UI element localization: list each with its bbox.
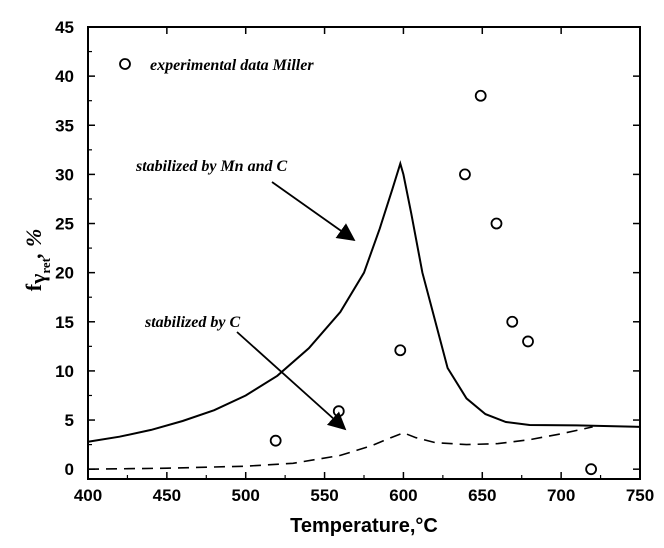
- x-tick-label: 450: [153, 486, 181, 505]
- y-axis-title-gamma: γ: [25, 274, 50, 285]
- x-tick-label: 400: [74, 486, 102, 505]
- y-tick-label: 25: [55, 215, 74, 234]
- y-axis-title-unit: , %: [21, 229, 46, 259]
- annotation-mn-c-arrow: [271, 181, 356, 242]
- data-point-marker: [490, 217, 503, 230]
- y-tick-label: 10: [55, 362, 74, 381]
- y-tick-label: 0: [65, 460, 74, 479]
- x-tick-label: 550: [310, 486, 338, 505]
- legend-marker: [119, 58, 131, 70]
- data-point-marker: [332, 405, 345, 418]
- x-axis-ticks: 400 450 500 550 600 650 700 750: [74, 27, 654, 505]
- data-point-marker: [506, 315, 519, 328]
- experimental-markers: [269, 89, 598, 476]
- y-tick-label: 5: [65, 411, 74, 430]
- y-tick-label: 40: [55, 67, 74, 86]
- y-axis-title-main: f: [21, 283, 46, 291]
- x-tick-label: 650: [468, 486, 496, 505]
- series-line-mn-c: [87, 160, 641, 443]
- data-point-marker: [459, 168, 471, 181]
- svg-text:fγret, %: fγret, %: [21, 229, 53, 292]
- x-axis-title: Temperature,°C: [290, 515, 438, 537]
- y-tick-label: 20: [55, 264, 74, 283]
- x-tick-label: 600: [389, 486, 417, 505]
- data-point-marker: [474, 89, 487, 102]
- series-line-c: [87, 426, 593, 470]
- x-tick-label: 500: [232, 486, 260, 505]
- y-tick-label: 30: [55, 165, 74, 184]
- y-axis-title: fγret, %: [21, 229, 53, 292]
- data-point-marker: [394, 344, 407, 357]
- y-axis-title-sub: ret: [38, 257, 53, 273]
- legend-label: experimental data Miller: [150, 57, 314, 74]
- plot-frame: [87, 26, 641, 480]
- y-tick-label: 15: [55, 313, 74, 332]
- data-point-marker: [269, 434, 282, 447]
- annotation-c: stabilized by C: [144, 314, 240, 331]
- annotation-mn-c: stabilized by Mn and C: [135, 158, 287, 175]
- data-point-marker: [585, 463, 598, 476]
- annotation-c-arrow: [236, 331, 347, 431]
- y-axis-ticks: 0 5 10 15 20 25 30 35 40 45: [55, 18, 640, 479]
- x-tick-label: 750: [626, 486, 654, 505]
- legend: experimental data Miller: [119, 57, 314, 74]
- data-point-marker: [522, 335, 534, 348]
- y-tick-label: 45: [55, 18, 74, 37]
- y-tick-label: 35: [55, 116, 74, 135]
- x-tick-label: 700: [547, 486, 575, 505]
